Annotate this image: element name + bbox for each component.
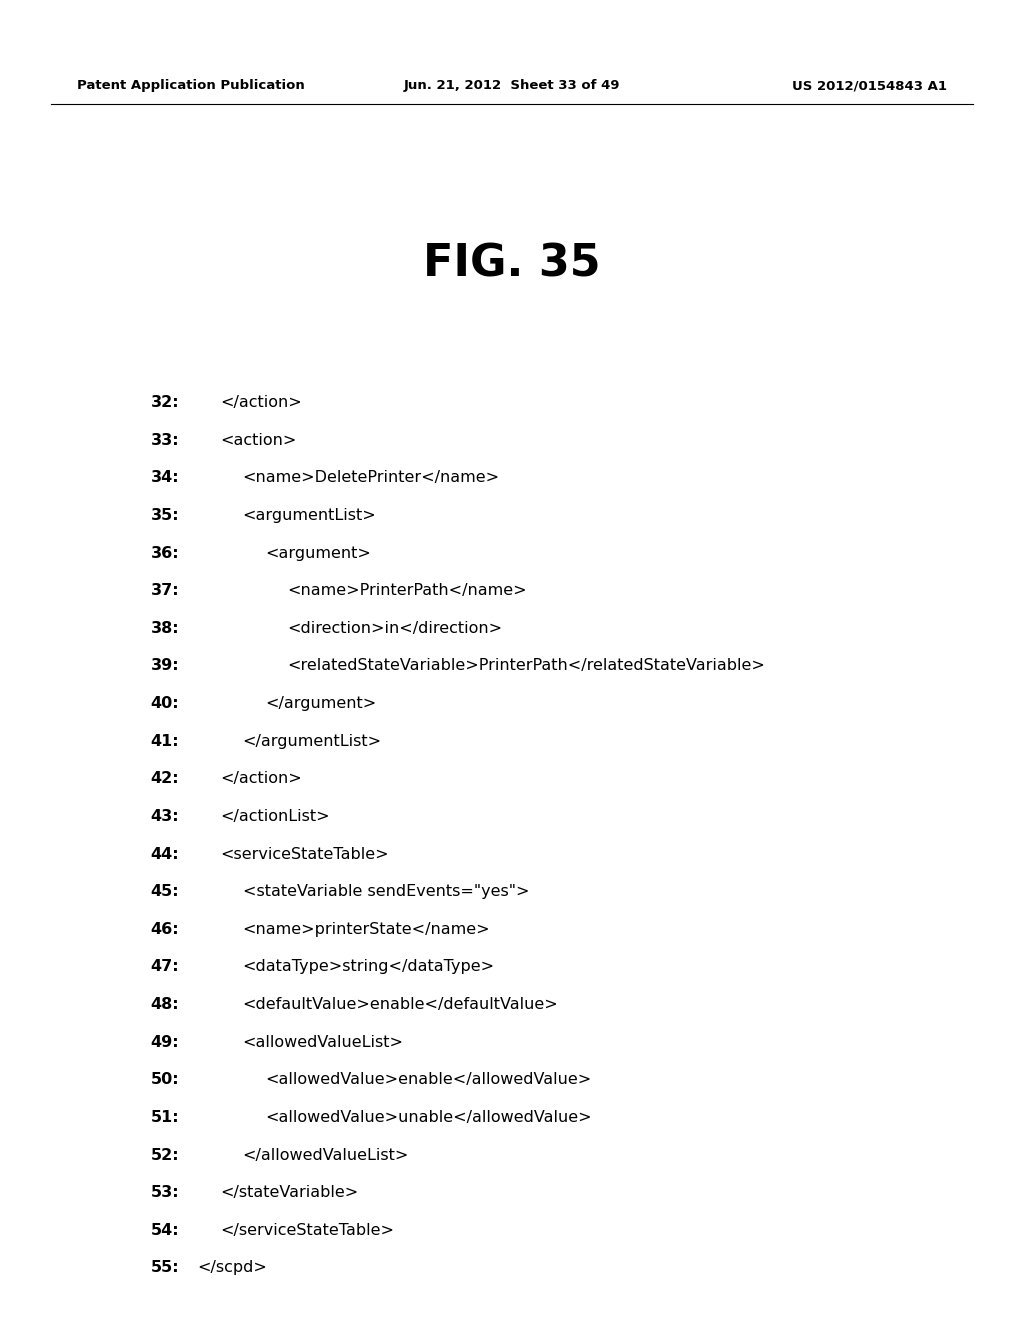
Text: 36:: 36:	[151, 545, 179, 561]
Text: <argumentList>: <argumentList>	[243, 508, 377, 523]
Text: <direction>in</direction>: <direction>in</direction>	[288, 620, 503, 636]
Text: 55:: 55:	[151, 1261, 179, 1275]
Text: <allowedValue>enable</allowedValue>: <allowedValue>enable</allowedValue>	[265, 1072, 592, 1088]
Text: </actionList>: </actionList>	[220, 809, 330, 824]
Text: </stateVariable>: </stateVariable>	[220, 1185, 358, 1200]
Text: 51:: 51:	[151, 1110, 179, 1125]
Text: <relatedStateVariable>PrinterPath</relatedStateVariable>: <relatedStateVariable>PrinterPath</relat…	[288, 659, 766, 673]
Text: 34:: 34:	[151, 470, 179, 486]
Text: 45:: 45:	[151, 884, 179, 899]
Text: <argument>: <argument>	[265, 545, 371, 561]
Text: <action>: <action>	[220, 433, 297, 447]
Text: 46:: 46:	[151, 921, 179, 937]
Text: <allowedValueList>: <allowedValueList>	[243, 1035, 403, 1049]
Text: 32:: 32:	[151, 395, 179, 411]
Text: 38:: 38:	[151, 620, 179, 636]
Text: 52:: 52:	[151, 1147, 179, 1163]
Text: <defaultValue>enable</defaultValue>: <defaultValue>enable</defaultValue>	[243, 997, 558, 1012]
Text: <name>DeletePrinter</name>: <name>DeletePrinter</name>	[243, 470, 500, 486]
Text: </allowedValueList>: </allowedValueList>	[243, 1147, 409, 1163]
Text: 43:: 43:	[151, 809, 179, 824]
Text: 44:: 44:	[151, 846, 179, 862]
Text: FIG. 35: FIG. 35	[423, 243, 601, 285]
Text: 42:: 42:	[151, 771, 179, 787]
Text: </argument>: </argument>	[265, 696, 377, 711]
Text: <name>PrinterPath</name>: <name>PrinterPath</name>	[288, 583, 527, 598]
Text: 54:: 54:	[151, 1222, 179, 1238]
Text: <stateVariable sendEvents="yes">: <stateVariable sendEvents="yes">	[243, 884, 529, 899]
Text: </action>: </action>	[220, 395, 302, 411]
Text: 37:: 37:	[151, 583, 179, 598]
Text: </serviceStateTable>: </serviceStateTable>	[220, 1222, 394, 1238]
Text: 47:: 47:	[151, 960, 179, 974]
Text: 35:: 35:	[151, 508, 179, 523]
Text: US 2012/0154843 A1: US 2012/0154843 A1	[793, 79, 947, 92]
Text: <allowedValue>unable</allowedValue>: <allowedValue>unable</allowedValue>	[265, 1110, 592, 1125]
Text: </argumentList>: </argumentList>	[243, 734, 382, 748]
Text: 39:: 39:	[151, 659, 179, 673]
Text: <name>printerState</name>: <name>printerState</name>	[243, 921, 490, 937]
Text: 53:: 53:	[151, 1185, 179, 1200]
Text: 41:: 41:	[151, 734, 179, 748]
Text: 48:: 48:	[151, 997, 179, 1012]
Text: 49:: 49:	[151, 1035, 179, 1049]
Text: 33:: 33:	[151, 433, 179, 447]
Text: <serviceStateTable>: <serviceStateTable>	[220, 846, 389, 862]
Text: Patent Application Publication: Patent Application Publication	[77, 79, 304, 92]
Text: 50:: 50:	[151, 1072, 179, 1088]
Text: 40:: 40:	[151, 696, 179, 711]
Text: </action>: </action>	[220, 771, 302, 787]
Text: </scpd>: </scpd>	[198, 1261, 267, 1275]
Text: <dataType>string</dataType>: <dataType>string</dataType>	[243, 960, 495, 974]
Text: Jun. 21, 2012  Sheet 33 of 49: Jun. 21, 2012 Sheet 33 of 49	[403, 79, 621, 92]
